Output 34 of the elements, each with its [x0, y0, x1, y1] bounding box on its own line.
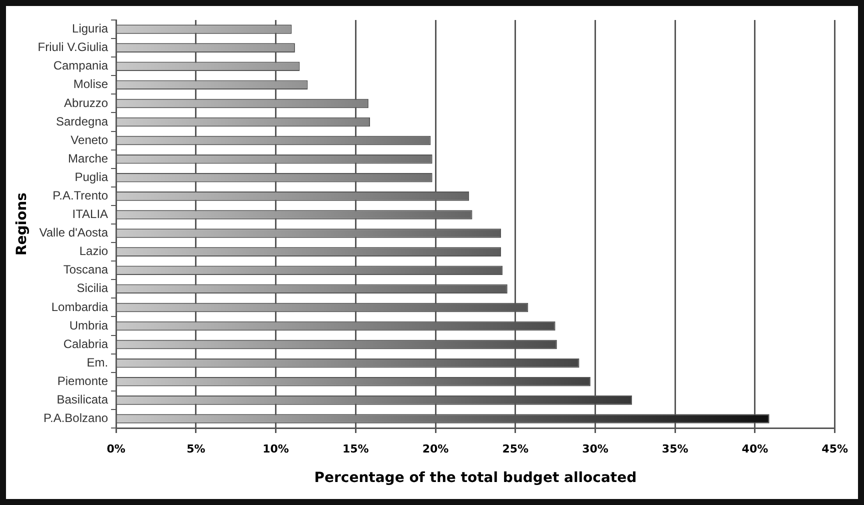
y-tick-label: Em. [86, 355, 108, 370]
x-tick-label: 20% [422, 442, 449, 456]
y-tick-label: Friuli V.Giulia [38, 40, 108, 54]
x-axis-title: Percentage of the total budget allocated [314, 470, 637, 486]
x-tick-label: 35% [662, 442, 688, 456]
y-tick-label: Lazio [79, 244, 108, 258]
y-tick-label: Piemonte [57, 374, 108, 388]
y-tick-label: Sardegna [56, 114, 108, 128]
x-tick-label: 10% [262, 442, 289, 456]
y-tick-label: ITALIA [72, 207, 108, 222]
y-tick-label: Sicilia [76, 281, 108, 296]
y-tick-label: Marche [68, 151, 108, 166]
x-tick-label: 15% [342, 442, 369, 456]
x-tick-label: 5% [186, 442, 206, 456]
x-tick-label: 25% [502, 442, 529, 456]
y-tick-label: P.A.Bolzano [44, 411, 108, 426]
x-tick-label: 0% [106, 442, 126, 456]
y-tick-label: Calabria [63, 336, 108, 351]
y-tick-label: Lombardia [51, 300, 108, 314]
x-tick-label: 45% [822, 442, 848, 456]
y-tick-label: Veneto [70, 132, 108, 147]
y-tick-label: Campania [53, 58, 108, 73]
y-tick-label: Toscana [63, 262, 108, 277]
y-tick-label: Umbria [69, 318, 108, 332]
y-tick-label: Molise [73, 77, 108, 92]
y-tick-label: Abruzzo [64, 96, 108, 110]
y-tick-label: Valle d'Aosta [39, 226, 108, 240]
x-tick-label: 40% [742, 442, 768, 456]
y-tick-label: Liguria [72, 22, 108, 36]
x-tick-label: 30% [582, 442, 608, 456]
y-tick-label: P.A.Trento [52, 188, 108, 202]
y-tick-label: Puglia [74, 170, 108, 184]
y-axis-title: Regions [14, 192, 30, 256]
y-tick-label: Basilicata [56, 392, 108, 406]
